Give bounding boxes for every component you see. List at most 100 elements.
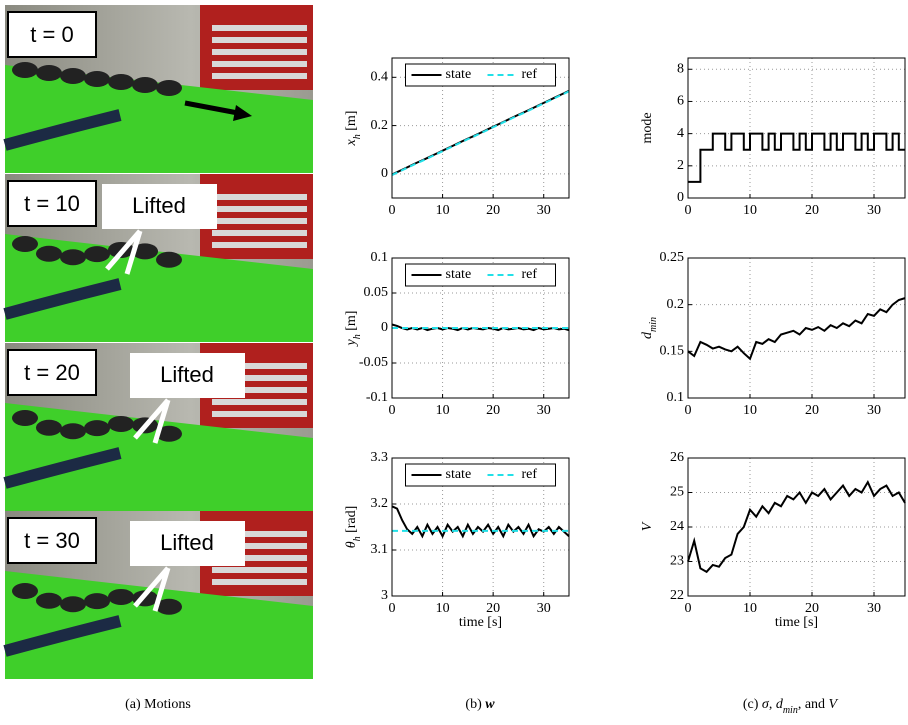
x-tick-label: 30 xyxy=(537,601,551,616)
caption-part: d xyxy=(776,697,784,712)
x-tick-label: 30 xyxy=(537,403,551,418)
y-tick-label: 8 xyxy=(677,61,684,76)
drawer xyxy=(212,531,307,537)
x-tick-label: 30 xyxy=(867,403,881,418)
y-tick-label: 0 xyxy=(677,190,684,205)
drawer xyxy=(212,543,307,549)
robot-module xyxy=(12,62,38,78)
robot-module xyxy=(156,80,182,96)
lifted-box xyxy=(102,184,217,229)
plot-area xyxy=(688,258,905,398)
legend-label: ref xyxy=(522,467,538,482)
robot-module xyxy=(132,77,158,93)
y-axis-label: dmin xyxy=(640,317,659,339)
caption-part: V xyxy=(829,697,839,712)
lifted-box xyxy=(130,353,245,398)
drawer xyxy=(212,37,307,43)
drawer xyxy=(212,399,307,405)
drawer xyxy=(212,363,307,369)
y-tick-label: 25 xyxy=(670,485,684,500)
lifted-label: Lifted xyxy=(132,193,186,218)
caption-c: (c) σ, dmin, and V xyxy=(743,697,839,716)
robot-module xyxy=(36,245,62,262)
plot-area xyxy=(688,58,905,198)
y-tick-label: 22 xyxy=(670,588,684,603)
robot-module xyxy=(12,236,38,252)
x-tick-label: 0 xyxy=(389,403,396,418)
drawer xyxy=(212,25,307,31)
plot-frame xyxy=(687,57,906,199)
caption-part: (c) xyxy=(743,697,762,712)
plot-frame xyxy=(391,257,570,399)
drawer xyxy=(212,411,307,417)
x-tick-label: 10 xyxy=(743,601,757,616)
x-tick-label: 0 xyxy=(685,203,692,218)
robot-module xyxy=(156,425,182,442)
y-label-unit: [m] xyxy=(344,111,359,135)
robot-module xyxy=(156,598,182,615)
drawer xyxy=(212,194,307,200)
caption-part: min xyxy=(783,705,798,716)
robot-module xyxy=(84,420,110,437)
y-axis-label: xh [m] xyxy=(344,111,363,147)
drawer xyxy=(212,375,307,381)
arm xyxy=(3,447,122,489)
legend-label: state xyxy=(446,467,472,482)
y-label-sub: h xyxy=(352,536,363,541)
robot-module xyxy=(60,596,86,613)
drawer xyxy=(212,218,307,224)
y-tick-label: 0 xyxy=(381,320,388,335)
caption-part: σ xyxy=(762,697,770,712)
y-label-main: mode xyxy=(640,112,655,143)
x-tick-label: 10 xyxy=(436,203,450,218)
y-tick-label: 24 xyxy=(670,519,684,534)
series-line xyxy=(391,90,570,176)
robot-module xyxy=(108,74,134,90)
time-label: t = 20 xyxy=(24,360,80,385)
x-tick-label: 0 xyxy=(685,403,692,418)
time-label-box xyxy=(7,180,97,227)
x-axis-label: time [s] xyxy=(775,615,818,630)
y-tick-label: 0.1 xyxy=(667,390,685,405)
y-label-unit: [rad] xyxy=(344,506,359,537)
drawer xyxy=(212,579,307,585)
x-tick-label: 10 xyxy=(436,601,450,616)
y-tick-label: -0.05 xyxy=(359,355,388,370)
caption-part: (a) Motions xyxy=(125,697,191,712)
robot-module xyxy=(84,246,110,263)
plot-frame xyxy=(391,57,570,199)
y-tick-label: 0 xyxy=(381,166,388,181)
robot-module xyxy=(12,410,38,426)
x-tick-label: 30 xyxy=(537,203,551,218)
drawer xyxy=(212,555,307,561)
caption-part: (b) xyxy=(465,697,485,712)
y-label-sub: h xyxy=(352,134,363,139)
drawer xyxy=(212,73,307,79)
robot-module xyxy=(132,243,158,260)
caption-b: (b) w xyxy=(465,697,495,712)
y-tick-label: 0.05 xyxy=(364,285,389,300)
time-label: t = 30 xyxy=(24,528,80,553)
y-tick-label: 26 xyxy=(670,450,684,465)
time-label-box xyxy=(7,349,97,396)
y-tick-label: -0.1 xyxy=(366,390,388,405)
drawer xyxy=(212,206,307,212)
y-label-main: d xyxy=(640,331,655,339)
lifted-pointer xyxy=(133,566,171,612)
y-tick-label: 0.4 xyxy=(371,70,389,85)
time-label: t = 10 xyxy=(24,191,80,216)
caption-a: (a) Motions xyxy=(125,697,191,712)
x-tick-label: 20 xyxy=(486,601,500,616)
arm xyxy=(3,109,122,151)
lifted-pointer xyxy=(105,229,143,275)
robot-module xyxy=(108,415,134,432)
legend-box xyxy=(405,263,556,287)
robot-module xyxy=(84,71,110,87)
x-tick-label: 0 xyxy=(389,601,396,616)
y-axis-label: θh [rad] xyxy=(344,506,363,549)
x-tick-label: 20 xyxy=(805,601,819,616)
y-tick-label: 3 xyxy=(381,588,388,603)
lifted-box xyxy=(130,521,245,566)
x-tick-label: 0 xyxy=(685,601,692,616)
robot-module xyxy=(60,249,86,266)
